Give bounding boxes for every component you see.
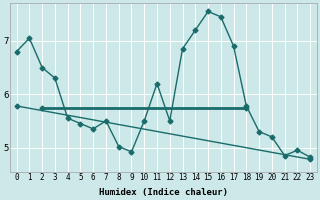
X-axis label: Humidex (Indice chaleur): Humidex (Indice chaleur) (99, 188, 228, 197)
